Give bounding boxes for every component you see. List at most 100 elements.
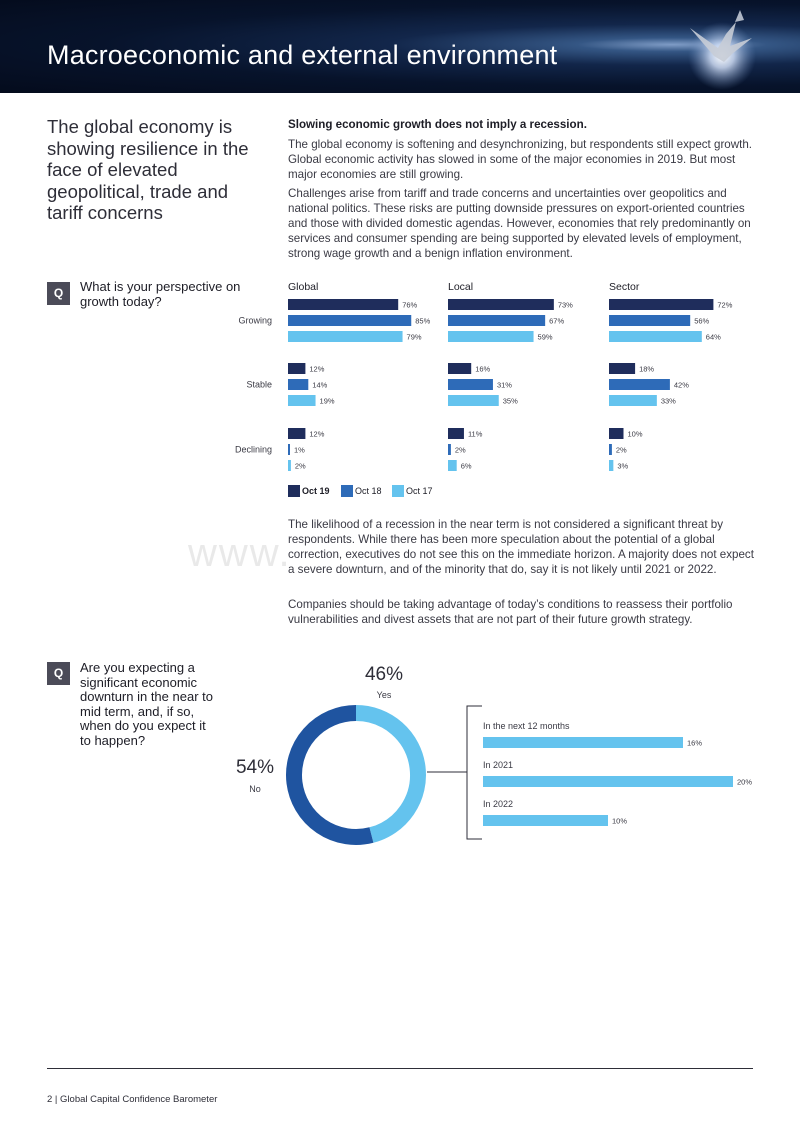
bar-value-label: 2% (616, 446, 627, 455)
bar-sector-declining-oct-19 (609, 428, 624, 439)
bar-local-declining-oct-18 (448, 444, 451, 455)
breakdown-bar-in-2021 (483, 776, 733, 787)
footer-divider (47, 1068, 753, 1069)
bar-value-label: 56% (694, 317, 709, 326)
panel-title-global: Global (288, 281, 318, 293)
growth-perspective-chart: Global Local Sector Growing Stable Declining 7… (235, 281, 733, 497)
bar-value-label: 11% (468, 430, 483, 439)
legend-label-oct-17: Oct 17 (406, 486, 433, 496)
panel-title-sector: Sector (609, 281, 640, 293)
bar-global-declining-oct-17 (288, 460, 291, 471)
bar-global-stable-oct-19 (288, 363, 306, 374)
bar-sector-growing-oct-17 (609, 331, 702, 342)
bar-sector-stable-oct-19 (609, 363, 636, 374)
bar-global-stable-oct-17 (288, 395, 316, 406)
breakdown-value-label: 20% (737, 778, 752, 787)
page-title: Macroeconomic and external environment (47, 40, 558, 70)
intro-paragraph-2: Challenges arise from tariff and trade c… (288, 187, 751, 260)
bar-global-declining-oct-19 (288, 428, 306, 439)
bar-value-label: 6% (461, 462, 472, 471)
bar-local-growing-oct-19 (448, 299, 554, 310)
bar-sector-growing-oct-19 (609, 299, 714, 310)
intro-paragraph-1: The global economy is softening and desy… (288, 138, 753, 181)
footer-text: 2 | Global Capital Confidence Barometer (47, 1094, 218, 1105)
bar-value-label: 18% (639, 365, 654, 374)
bar-global-growing-oct-17 (288, 331, 403, 342)
downturn-expectation-chart: 46% Yes 54% No In the next 12 months 16% In 20… (236, 664, 752, 845)
bar-local-declining-oct-19 (448, 428, 464, 439)
legend-swatch-oct-18 (341, 485, 353, 497)
bar-global-growing-oct-19 (288, 299, 399, 310)
bar-sector-growing-oct-18 (609, 315, 691, 326)
bar-value-label: 2% (295, 462, 306, 471)
donut-no-label: No (249, 784, 261, 794)
bar-global-declining-oct-18 (288, 444, 290, 455)
bar-value-label: 42% (674, 381, 689, 390)
bar-value-label: 1% (294, 446, 305, 455)
bar-value-label: 12% (309, 430, 324, 439)
portfolio-paragraph: Companies should be taking advantage of … (288, 598, 733, 626)
recession-paragraph: The likelihood of a recession in the nea… (288, 518, 754, 576)
bar-local-growing-oct-18 (448, 315, 546, 326)
bar-value-label: 2% (455, 446, 466, 455)
bar-sector-stable-oct-18 (609, 379, 670, 390)
bar-value-label: 35% (503, 397, 518, 406)
wingsuit-flyer-image (688, 10, 756, 90)
bar-sector-declining-oct-17 (609, 460, 614, 471)
bar-value-label: 31% (497, 381, 512, 390)
legend-label-oct-19: Oct 19 (302, 486, 330, 496)
question-2-badge: Q (47, 662, 70, 685)
bar-value-label: 85% (415, 317, 430, 326)
donut-slice-yes (355, 705, 426, 843)
bar-local-stable-oct-18 (448, 379, 493, 390)
intro-heading: The global economy is showing resilience… (47, 116, 249, 223)
bar-value-label: 33% (661, 397, 676, 406)
legend-swatch-oct-19 (288, 485, 300, 497)
bar-sector-stable-oct-17 (609, 395, 657, 406)
bar-value-label: 3% (617, 462, 628, 471)
bar-value-label: 73% (558, 301, 573, 310)
bar-value-label: 72% (717, 301, 732, 310)
bar-global-stable-oct-18 (288, 379, 309, 390)
bar-value-label: 12% (309, 365, 324, 374)
intro-lead: Slowing economic growth does not imply a… (288, 118, 587, 131)
bar-local-declining-oct-17 (448, 460, 457, 471)
breakdown-label-in-2021: In 2021 (483, 760, 513, 770)
bar-local-growing-oct-17 (448, 331, 534, 342)
panel-title-local: Local (448, 281, 473, 293)
donut-slice-no (286, 705, 374, 845)
question-1-badge: Q (47, 282, 70, 305)
bar-value-label: 79% (407, 333, 422, 342)
legend-swatch-oct-17 (392, 485, 404, 497)
breakdown-label-in-2022: In 2022 (483, 799, 513, 809)
breakdown-bar-in-2022 (483, 815, 608, 826)
category-label-growing: Growing (238, 316, 272, 326)
bar-value-label: 59% (538, 333, 553, 342)
question-1-text: What is your perspective on growth today… (80, 279, 241, 309)
donut-no-percent: 54% (236, 757, 274, 778)
bar-value-label: 76% (402, 301, 417, 310)
bar-local-stable-oct-17 (448, 395, 499, 406)
breakdown-value-label: 10% (612, 817, 627, 826)
breakdown-label-in-the-next-12-months: In the next 12 months (483, 721, 570, 731)
category-label-declining: Declining (235, 445, 272, 455)
bar-sector-declining-oct-18 (609, 444, 612, 455)
donut-yes-label: Yes (377, 690, 392, 700)
bar-value-label: 10% (628, 430, 643, 439)
bar-value-label: 14% (312, 381, 327, 390)
bar-value-label: 19% (320, 397, 335, 406)
legend-label-oct-18: Oct 18 (355, 486, 382, 496)
bar-local-stable-oct-19 (448, 363, 472, 374)
category-label-stable: Stable (246, 380, 272, 390)
bar-value-label: 67% (549, 317, 564, 326)
donut-yes-percent: 46% (365, 664, 403, 685)
breakdown-value-label: 16% (687, 739, 702, 748)
bar-global-growing-oct-18 (288, 315, 412, 326)
breakdown-bar-in-the-next-12-months (483, 737, 683, 748)
watermark: www. (188, 531, 292, 575)
bracket-line (466, 705, 482, 840)
bar-value-label: 64% (706, 333, 721, 342)
page-header: Macroeconomic and external environment (0, 0, 800, 93)
question-2-text: Are you expecting a significant economic… (80, 660, 213, 748)
bar-value-label: 16% (475, 365, 490, 374)
